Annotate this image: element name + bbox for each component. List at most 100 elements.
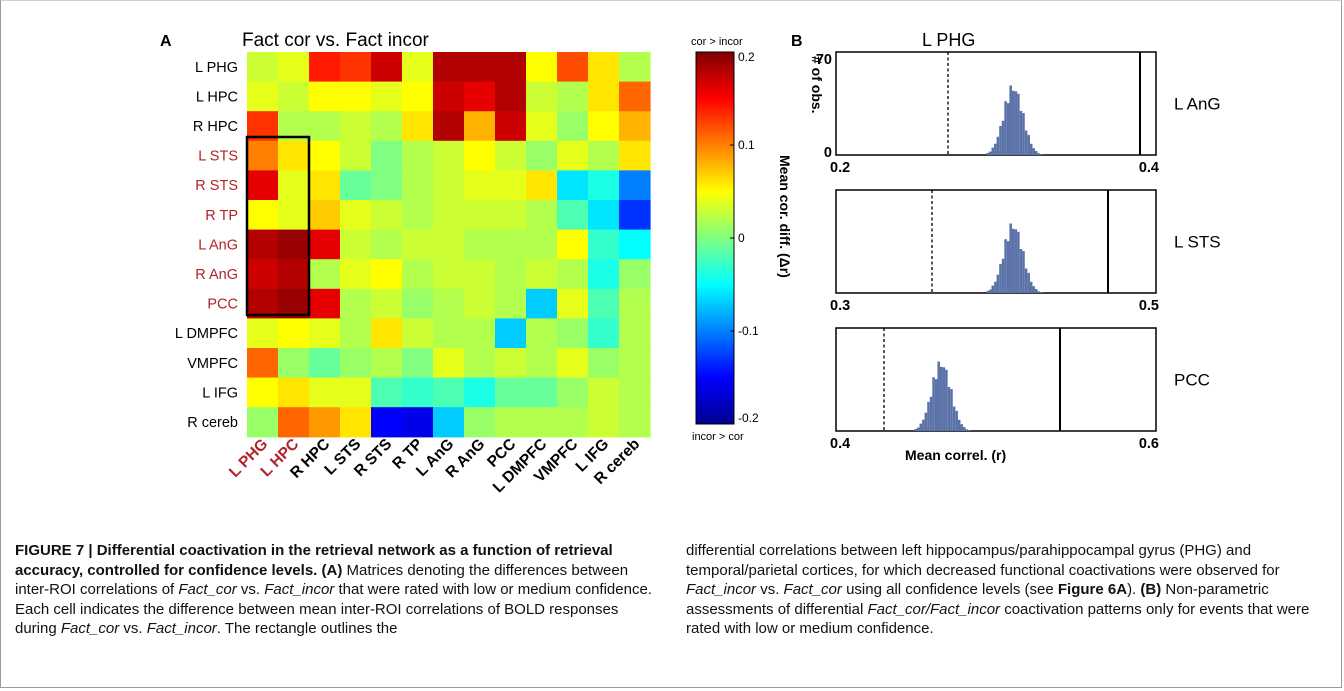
histogram-bar <box>1037 291 1041 293</box>
heatmap-cell <box>433 200 465 231</box>
heatmap-cell <box>402 407 434 438</box>
histogram-bar <box>1037 153 1041 155</box>
histogram-bar <box>994 281 997 293</box>
heatmap-cell <box>309 229 341 260</box>
heatmap-cell <box>340 170 372 201</box>
term-fact-cor: Fact_cor <box>783 581 842 599</box>
y-axis-label: # of obs. <box>809 56 825 114</box>
histogram-bar <box>1009 85 1012 155</box>
heatmap-cell <box>526 407 558 438</box>
heatmap-cell <box>464 407 496 438</box>
heatmap-cell <box>495 348 527 379</box>
figure-graphics: A Fact cor vs. Fact incor L PHG L HPC R HP… <box>160 30 1221 496</box>
caption-left-column: FIGURE 7 | Differential coactivation in … <box>15 541 661 639</box>
heatmap-cell <box>247 377 279 408</box>
heatmap-cell <box>402 377 434 408</box>
subplot-name: PCC <box>1174 371 1210 390</box>
heatmap-cell <box>340 407 372 438</box>
histogram-bar <box>917 427 920 431</box>
heatmap-cell <box>495 318 527 349</box>
row-label: L STS <box>198 149 238 165</box>
heatmap-cell <box>278 348 310 379</box>
heatmap-cell <box>464 229 496 260</box>
heatmap-cell <box>526 348 558 379</box>
caption-right-column: differential correlations between left h… <box>686 541 1332 639</box>
heatmap-cell <box>526 259 558 290</box>
heatmap-cell <box>588 52 620 83</box>
heatmap-cell <box>464 200 496 231</box>
colorbar-ticks: 0.2 0.1 0 -0.1 -0.2 <box>730 50 759 425</box>
heatmap-cell <box>526 318 558 349</box>
subplot-name: L AnG <box>1174 95 1221 114</box>
row-label: R STS <box>195 178 238 194</box>
histogram-bar <box>999 125 1002 155</box>
histogram-bar <box>1040 292 1043 293</box>
histogram-bar <box>932 377 935 431</box>
histogram-bar <box>991 147 995 155</box>
heatmap-cell <box>340 140 372 171</box>
heatmap-cell <box>557 348 589 379</box>
heatmap-cell <box>526 81 558 112</box>
histogram-bar <box>1040 154 1043 155</box>
histogram-bar <box>1032 286 1036 293</box>
heatmap-cell <box>402 81 434 112</box>
histogram-bar <box>1017 231 1020 293</box>
histogram-bar <box>1032 148 1036 155</box>
histogram-bar <box>1006 103 1010 155</box>
histogram-bar <box>1022 113 1025 155</box>
heatmap-cell <box>278 170 310 201</box>
histogram-bar <box>924 412 928 431</box>
heatmap-cell <box>433 318 465 349</box>
heatmap-cell <box>464 81 496 112</box>
heatmap-cell <box>526 111 558 142</box>
histogram-bar <box>1035 151 1038 155</box>
heatmap-cell <box>402 111 434 142</box>
heatmap-cell <box>278 140 310 171</box>
heatmap-cell <box>464 140 496 171</box>
heatmap-cell <box>433 288 465 319</box>
heatmap-cell <box>619 200 651 231</box>
heatmap-cell <box>619 229 651 260</box>
heatmap-cell <box>309 140 341 171</box>
heatmap-cell <box>588 170 620 201</box>
histogram-frame <box>835 327 1157 432</box>
histogram-bar <box>1029 281 1033 293</box>
heatmap-cell <box>526 52 558 83</box>
panel-b-reference: (B) <box>1140 581 1162 599</box>
heatmap-cell <box>588 229 620 260</box>
heatmap-cell <box>340 348 372 379</box>
row-label: L IFG <box>202 385 238 401</box>
heatmap-cell <box>464 111 496 142</box>
heatmap-cell <box>371 348 403 379</box>
heatmap-cell <box>464 377 496 408</box>
heatmap-cell <box>309 111 341 142</box>
histogram-bar <box>963 427 966 431</box>
figure-reference: Figure 6A <box>1057 581 1128 599</box>
heatmap-cell <box>495 377 527 408</box>
histogram-bar <box>934 379 938 431</box>
heatmap-cell <box>340 259 372 290</box>
heatmap-cell <box>371 259 403 290</box>
heatmap-cell <box>526 229 558 260</box>
heatmap-cell <box>588 288 620 319</box>
heatmap-cell <box>278 377 310 408</box>
heatmap-cell <box>309 348 341 379</box>
histogram-bar <box>986 152 989 155</box>
colorbar-axis-label: Mean cor. diff. (Δr) <box>777 155 793 278</box>
heatmap-cell <box>402 52 434 83</box>
heatmap-cell <box>278 229 310 260</box>
heatmap-cell <box>402 259 434 290</box>
heatmap-cell <box>619 170 651 201</box>
heatmap-cell <box>526 200 558 231</box>
heatmap-cell <box>309 318 341 349</box>
heatmap-cell <box>371 200 403 231</box>
heatmap-cell <box>588 111 620 142</box>
heatmap-cell <box>619 377 651 408</box>
heatmap-cell <box>247 348 279 379</box>
histogram-bar <box>1014 229 1018 293</box>
heatmap-cell <box>495 288 527 319</box>
term-fact-cor-incor: Fact_cor/Fact_incor <box>867 600 1001 618</box>
heatmap-cell <box>557 200 589 231</box>
histogram-bar <box>957 419 961 431</box>
heatmap-cell <box>340 288 372 319</box>
